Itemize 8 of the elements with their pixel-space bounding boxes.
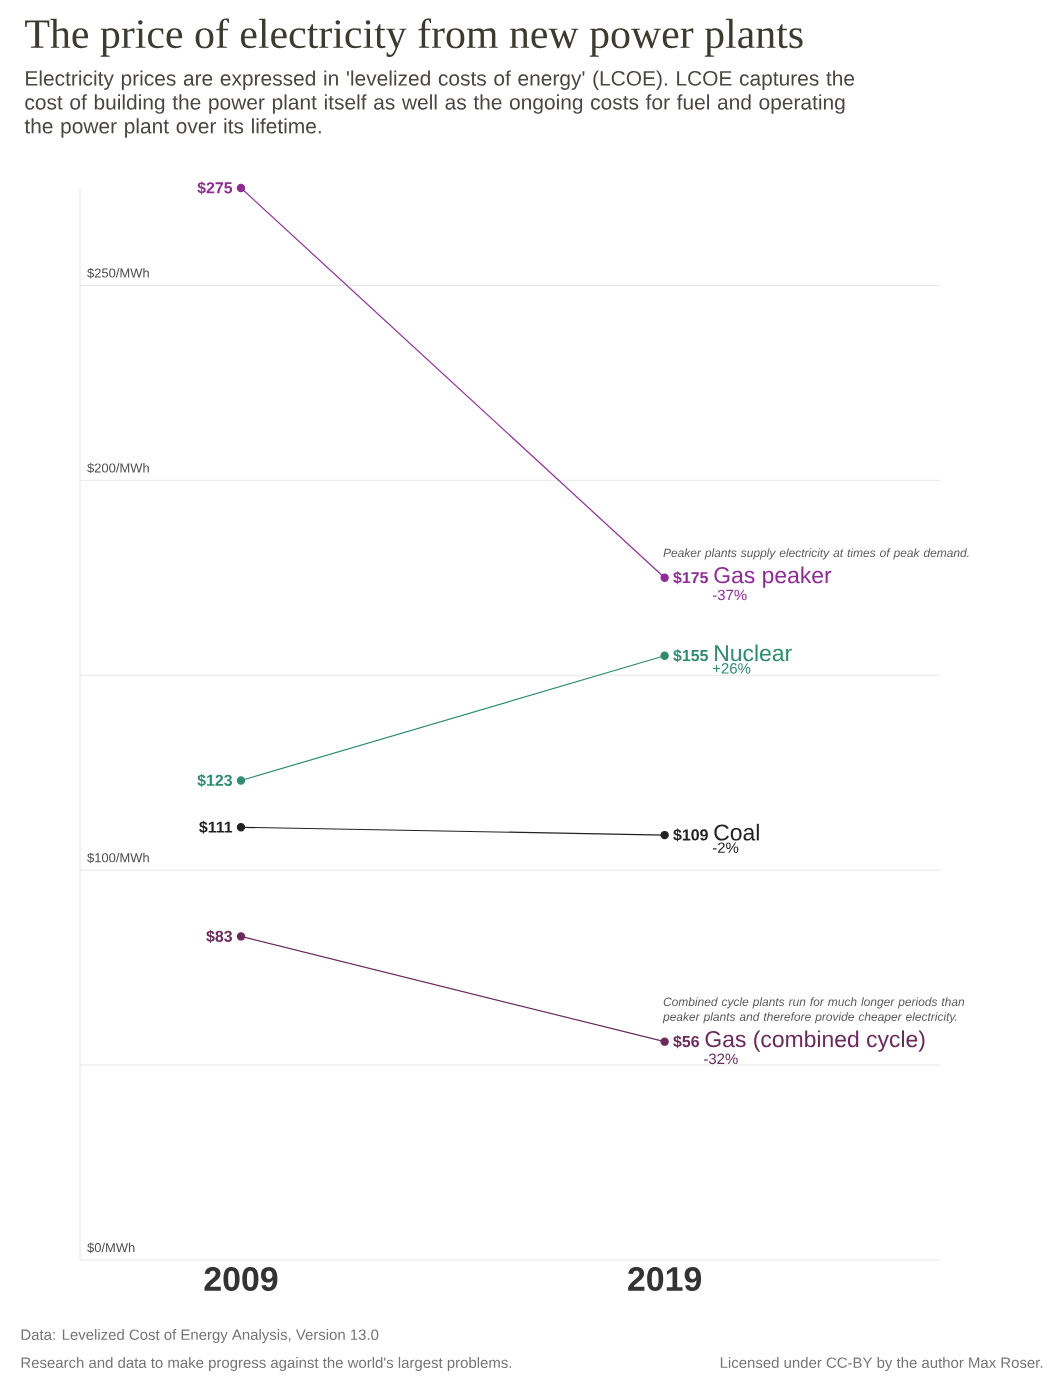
- text: Coal: [714, 823, 759, 841]
- chart-subtitle: Electricity prices are expressed in 'levelized costs of energy' (LCOE). LCOE captures the cost of building the power plant itself as well as the ongoing costs for fuel and operating the power plant over its lifetime.: [24, 70, 855, 138]
- series-label: Gas (combined cycle): [705, 1030, 925, 1052]
- x-tick-label: 2019: [628, 1267, 702, 1292]
- x-tick-label: 2009: [204, 1267, 278, 1292]
- text: Gas peaker: [714, 566, 832, 588]
- text: Nuclear: [715, 644, 792, 662]
- chart-title: The price of electricity from new power plants: [25, 18, 803, 57]
